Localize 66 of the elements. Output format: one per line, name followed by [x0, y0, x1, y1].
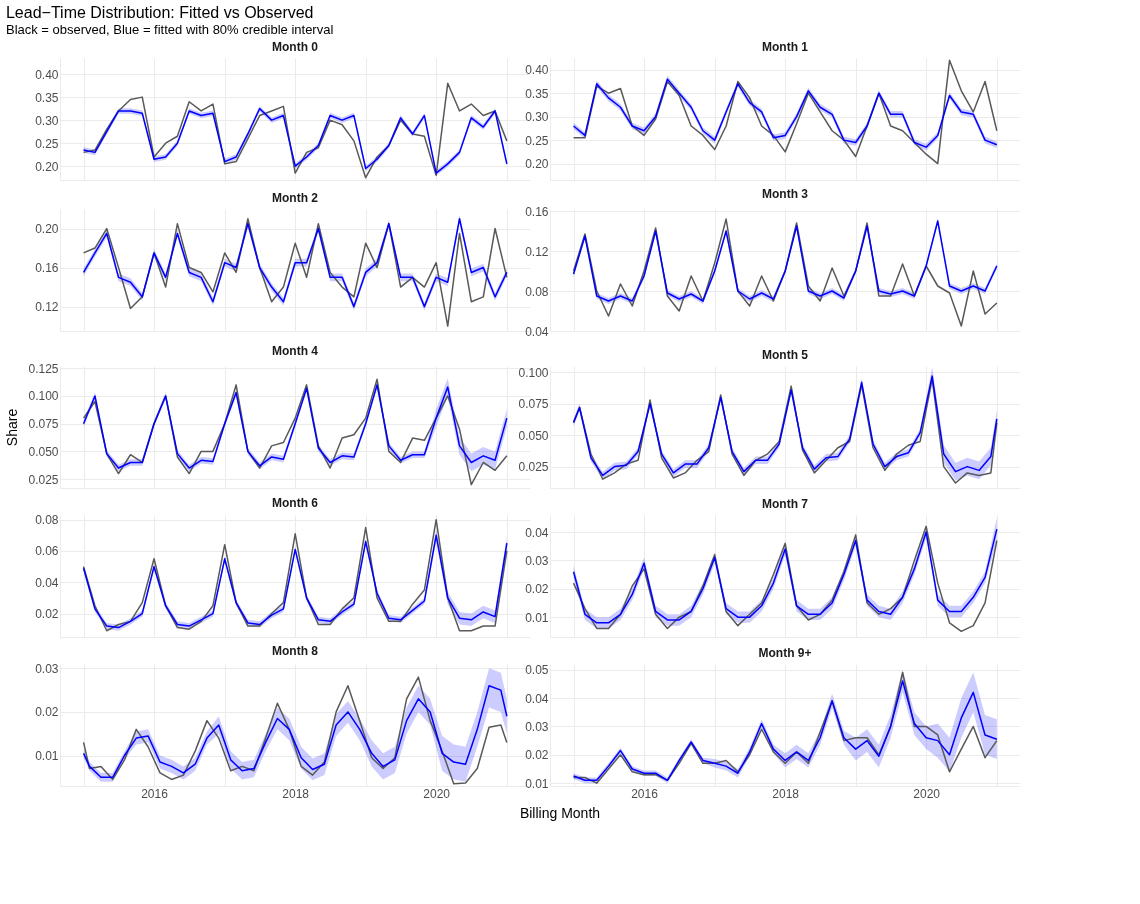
y-tick-label: 0.04: [35, 575, 59, 590]
y-tick-label: 0.075: [28, 417, 59, 432]
y-tick-label: 0.03: [525, 553, 549, 568]
line-series: [572, 59, 998, 165]
chart-title: Month 0: [272, 40, 319, 54]
y-tick-label: 0.02: [35, 607, 59, 622]
y-tick-label: 0.40: [525, 63, 549, 78]
y-tick-label: 0.04: [525, 691, 549, 706]
y-tick-label: 0.02: [35, 705, 59, 720]
x-tick-label: 2018: [772, 786, 800, 801]
y-tick-label: 0.04: [525, 324, 549, 339]
chart-title: Month 9+: [758, 645, 812, 660]
y-tick-label: 0.05: [525, 663, 549, 678]
y-tick-label: 0.06: [35, 544, 59, 559]
y-tick-label: 0.04: [525, 525, 549, 540]
chart-title: Month 2: [272, 191, 319, 205]
line-series: [82, 218, 508, 327]
y-tick-label: 0.35: [35, 90, 59, 105]
x-tick-label: 2016: [141, 786, 169, 801]
chart-title: Month 5: [762, 348, 809, 362]
y-tick-label: 0.20: [35, 222, 59, 237]
text: Lead−Time Distribution: Fitted vs Observed: [5, 4, 314, 21]
y-tick-label: 0.050: [518, 428, 549, 443]
y-tick-label: 0.01: [35, 749, 59, 763]
x-tick-label: 2016: [631, 786, 659, 801]
chart-title: Month 1: [762, 40, 809, 54]
y-tick-label: 0.25: [35, 136, 59, 151]
y-tick-label: 0.35: [525, 86, 549, 101]
y-tick-label: 0.08: [35, 513, 59, 528]
y-tick-label: 0.025: [28, 472, 59, 487]
line-series: [82, 82, 508, 179]
y-tick-label: 0.025: [518, 460, 549, 475]
y-tick-label: 0.20: [35, 159, 59, 174]
y-tick-label: 0.12: [35, 300, 59, 315]
y-tick-label: 0.03: [525, 719, 549, 734]
y-tick-label: 0.16: [525, 204, 549, 219]
x-tick-label: 2018: [282, 786, 310, 801]
chart-title: Month 6: [272, 495, 319, 510]
y-tick-label: 0.01: [525, 776, 549, 791]
y-tick-label: 0.40: [35, 67, 59, 82]
x-tick-label: 2020: [423, 786, 451, 801]
y-tick-label: 0.01: [525, 610, 549, 625]
y-tick-label: 0.125: [28, 361, 59, 376]
y-tick-label: 0.100: [518, 365, 549, 380]
y-tick-label: 0.20: [525, 157, 549, 172]
y-tick-label: 0.25: [525, 133, 549, 148]
y-tick-label: 0.03: [35, 661, 59, 676]
y-tick-label: 0.12: [525, 244, 549, 259]
y-tick-label: 0.08: [525, 284, 549, 299]
y-tick-label: 0.02: [525, 582, 549, 597]
y-tick-label: 0.100: [28, 389, 59, 404]
x-tick-label: 2020: [913, 786, 941, 801]
y-tick-label: 0.050: [28, 444, 59, 459]
y-tick-label: 0.16: [35, 261, 59, 276]
text: Black = observed, Blue = fitted with 80% credible interval: [5, 22, 334, 37]
y-tick-label: 0.02: [525, 748, 549, 763]
chart-title: Month 8: [272, 644, 319, 659]
chart-title: Month 4: [272, 344, 319, 359]
chart-title: Month 7: [762, 497, 809, 511]
y-tick-label: 0.30: [35, 113, 59, 128]
y-tick-label: 0.075: [518, 397, 549, 412]
x-axis-title: Billing Month: [519, 805, 601, 821]
line-series: [572, 218, 998, 327]
y-tick-label: 0.30: [525, 110, 549, 125]
chart-title: Month 3: [762, 187, 809, 201]
y-axis-title: Share: [4, 408, 21, 447]
